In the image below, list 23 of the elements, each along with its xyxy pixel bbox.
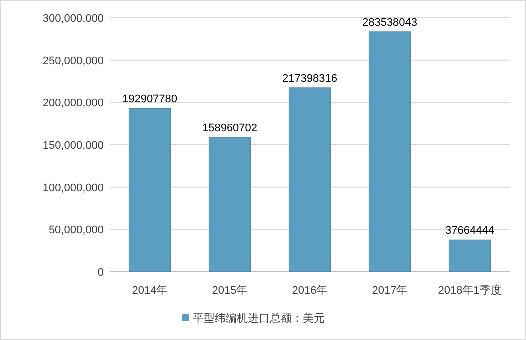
y-tick-label: 150,000,000 xyxy=(42,140,104,152)
y-tick-label: 250,000,000 xyxy=(42,55,104,68)
y-tick-label: 200,000,000 xyxy=(42,98,104,110)
x-tick-label: 2015年 xyxy=(212,285,248,297)
y-tick-label: 50,000,000 xyxy=(48,224,104,237)
legend-label: 平型纬编机进口总额：美元 xyxy=(193,312,325,325)
x-tick-label: 2014年 xyxy=(132,285,168,297)
bar xyxy=(128,108,172,272)
x-tick-label: 2016年 xyxy=(292,285,328,297)
bar xyxy=(448,240,492,272)
data-label: 158960702 xyxy=(202,122,258,134)
data-label: 37664444 xyxy=(446,225,494,238)
bar xyxy=(208,137,252,272)
x-tick-label: 2017年 xyxy=(372,285,408,297)
y-tick-label: 100,000,000 xyxy=(42,182,104,194)
y-tick-label: 300,000,000 xyxy=(42,13,104,25)
y-tick-label: 0 xyxy=(98,267,104,279)
data-label: 217398316 xyxy=(282,72,338,85)
bar xyxy=(288,88,332,272)
data-label: 283538043 xyxy=(362,16,418,29)
data-label: 192907780 xyxy=(122,94,178,106)
bar xyxy=(368,32,412,272)
x-tick-label: 2018年1季度 xyxy=(438,284,502,297)
